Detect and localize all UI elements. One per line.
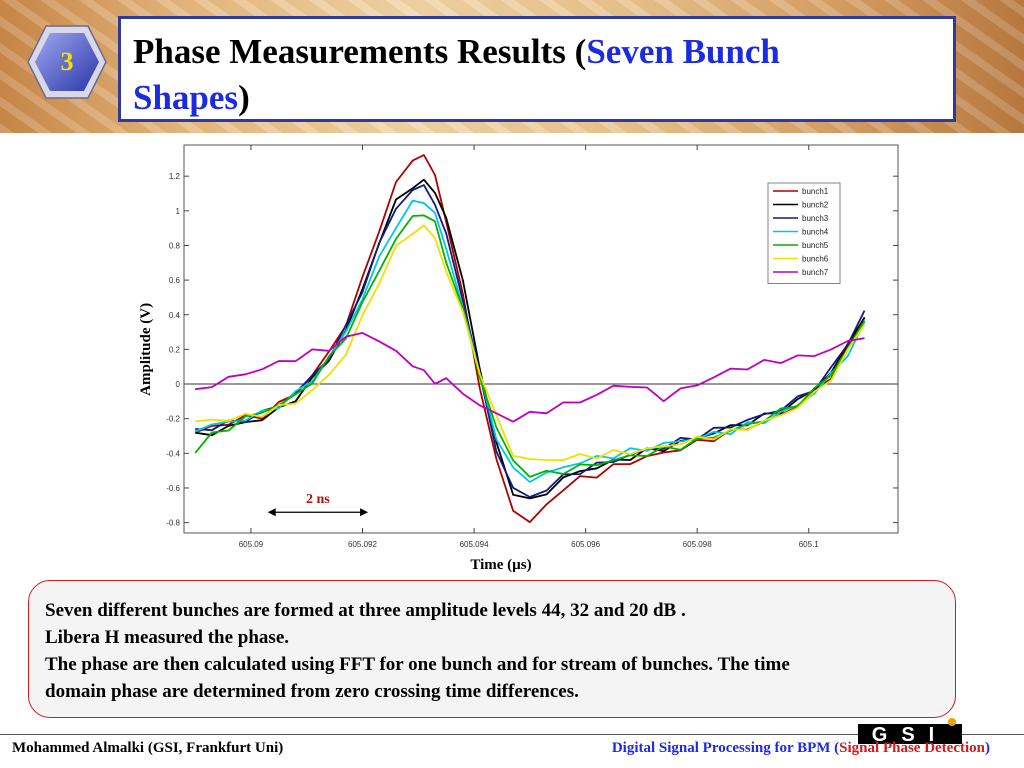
x-tick-label: 605.098 (683, 540, 712, 549)
legend-box (767, 182, 841, 284)
legend-label-bunch3: bunch3 (802, 214, 829, 223)
description-line-4: domain phase are determined from zero cr… (45, 681, 579, 702)
title-end: ) (238, 78, 250, 117)
legend-label-bunch6: bunch6 (802, 255, 829, 264)
annotation-arrowhead-right (360, 508, 369, 517)
y-tick-label: 1 (176, 207, 181, 216)
series-line-bunch6 (195, 224, 866, 462)
series-line-bunch3 (195, 184, 866, 498)
x-axis-label: Time (µs) (470, 557, 531, 573)
x-tick-label: 605.1 (799, 540, 820, 549)
description-line-3: The phase are then calculated using FFT … (45, 654, 790, 675)
y-tick-label: 0 (176, 380, 181, 389)
x-tick-label: 605.094 (460, 540, 489, 549)
x-tick-label: 605.096 (571, 540, 600, 549)
y-tick-label: -0.8 (166, 519, 180, 528)
series-line-bunch4 (194, 199, 866, 483)
legend-label-bunch7: bunch7 (802, 268, 829, 277)
page-title: Phase Measurements Results (Seven Bunch S… (133, 29, 943, 121)
y-tick-label: 0.2 (169, 345, 181, 354)
description-line-1: Seven different bunches are formed at th… (45, 600, 686, 621)
footer-course: Digital Signal Processing for BPM (Signa… (612, 740, 990, 757)
slide-number-hexagon (27, 25, 107, 99)
y-tick-label: 0.8 (169, 241, 181, 250)
legend-label-bunch2: bunch2 (802, 201, 829, 210)
description-box: Seven different bunches are formed at th… (28, 580, 956, 718)
title-main: Phase Measurements Results ( (133, 32, 587, 71)
title-highlight-2: Shapes (133, 78, 239, 117)
x-tick-label: 605.09 (239, 540, 264, 549)
y-tick-label: -0.2 (166, 415, 180, 424)
title-box: Phase Measurements Results (Seven Bunch S… (118, 16, 956, 122)
y-tick-label: 0.6 (169, 276, 181, 285)
series-line-bunch7 (195, 331, 865, 423)
slide-number: 3 (60, 47, 74, 76)
legend-label-bunch1: bunch1 (802, 187, 829, 196)
y-tick-label: 1.2 (169, 172, 181, 181)
y-tick-label: -0.4 (166, 449, 180, 458)
footer-course-suffix: ) (985, 740, 990, 756)
annotation-label: 2 ns (306, 492, 330, 507)
y-tick-label: 0.4 (169, 311, 181, 320)
annotation-arrowhead-left (267, 508, 276, 517)
footer-course-highlight: Signal Phase Detection (839, 740, 985, 756)
x-tick-label: 605.092 (348, 540, 377, 549)
series-line-bunch5 (194, 214, 866, 478)
y-tick-label: -0.6 (166, 484, 180, 493)
y-axis-label: Amplitude (V) (140, 303, 154, 396)
title-highlight-1: Seven Bunch (586, 32, 780, 71)
gsi-logo: GSI (858, 718, 962, 744)
legend-label-bunch5: bunch5 (802, 241, 829, 250)
gsi-logo-text: GSI (872, 724, 948, 744)
legend-label-bunch4: bunch4 (802, 228, 829, 237)
description-line-2: Libera H measured the phase. (45, 627, 290, 648)
footer-divider (0, 734, 1024, 735)
footer-course-prefix: Digital Signal Processing for BPM ( (611, 740, 840, 756)
footer-author: Mohammed Almalki (GSI, Frankfurt Uni) (12, 740, 284, 756)
